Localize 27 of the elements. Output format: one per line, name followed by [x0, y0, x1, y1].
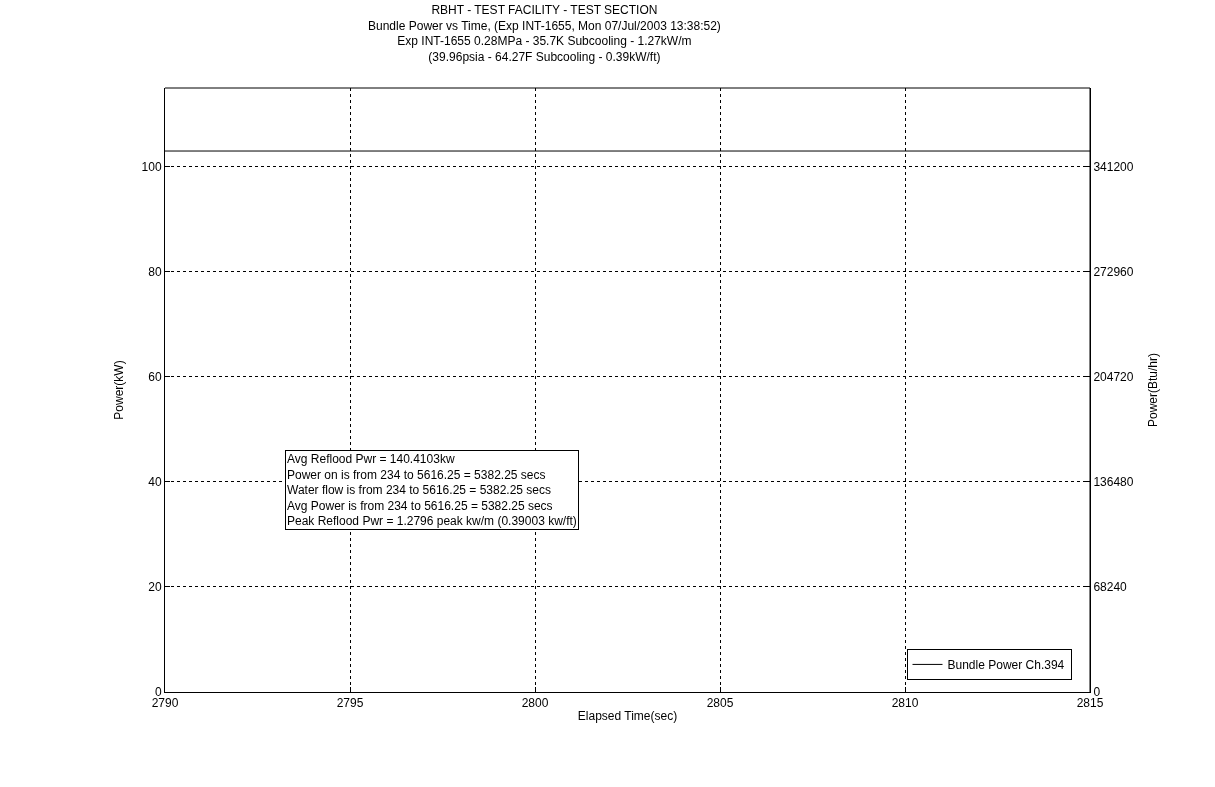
y-tick-label: 80: [148, 265, 162, 280]
legend-label: Bundle Power Ch.394: [947, 658, 1065, 673]
y-tick-label: 60: [148, 370, 162, 385]
x-tick-label: 2800: [521, 696, 549, 711]
y2-axis-title: Power(Btu/hr): [1145, 352, 1160, 428]
y-tick-label: 100: [141, 159, 162, 174]
x-tick-label: 2795: [336, 696, 364, 711]
chart-subtitle: Bundle Power vs Time, (Exp INT-1655, Mon 07/Jul/2003 13:38:52) Exp INT-1655 0.28MPa - 35.7K Subcooling - 1.27kW/m (39.96psia - 64.27F Subcooling - 0.39kW/ft): [368, 18, 721, 64]
x-tick-label: 2810: [891, 696, 919, 711]
x-tick-label: 2790: [151, 696, 179, 711]
chart-title: RBHT - TEST FACILITY - TEST SECTION: [431, 3, 658, 17]
x-tick-label: 2805: [706, 696, 734, 711]
annotation: Peak Reflood Pwr = 1.2796 peak kw/m (0.39003 kw/ft): [287, 514, 577, 529]
annotation: Avg Power is from 234 to 5616.25 = 5382.25 secs: [287, 498, 553, 513]
x-tick-label: 2815: [1076, 696, 1104, 711]
y2-tick-label: 341200: [1093, 159, 1134, 174]
annotation: Power on is from 234 to 5616.25 = 5382.25 secs: [287, 467, 546, 482]
y2-tick-label: 204720: [1093, 370, 1134, 385]
y2-tick-label: 136480: [1093, 475, 1134, 490]
x-axis-title: Elapsed Time(sec): [577, 709, 678, 724]
y-tick-label: 20: [148, 580, 162, 595]
annotation: Avg Reflood Pwr = 140.4103kw: [287, 452, 455, 466]
y-axis-title: Power(kW): [111, 360, 126, 420]
y2-tick-label: 68240: [1093, 580, 1128, 595]
annotation: Water flow is from 234 to 5616.25 = 5382.25 secs: [287, 483, 552, 498]
y2-tick-label: 272960: [1093, 265, 1134, 280]
y-tick-label: 40: [148, 475, 162, 490]
